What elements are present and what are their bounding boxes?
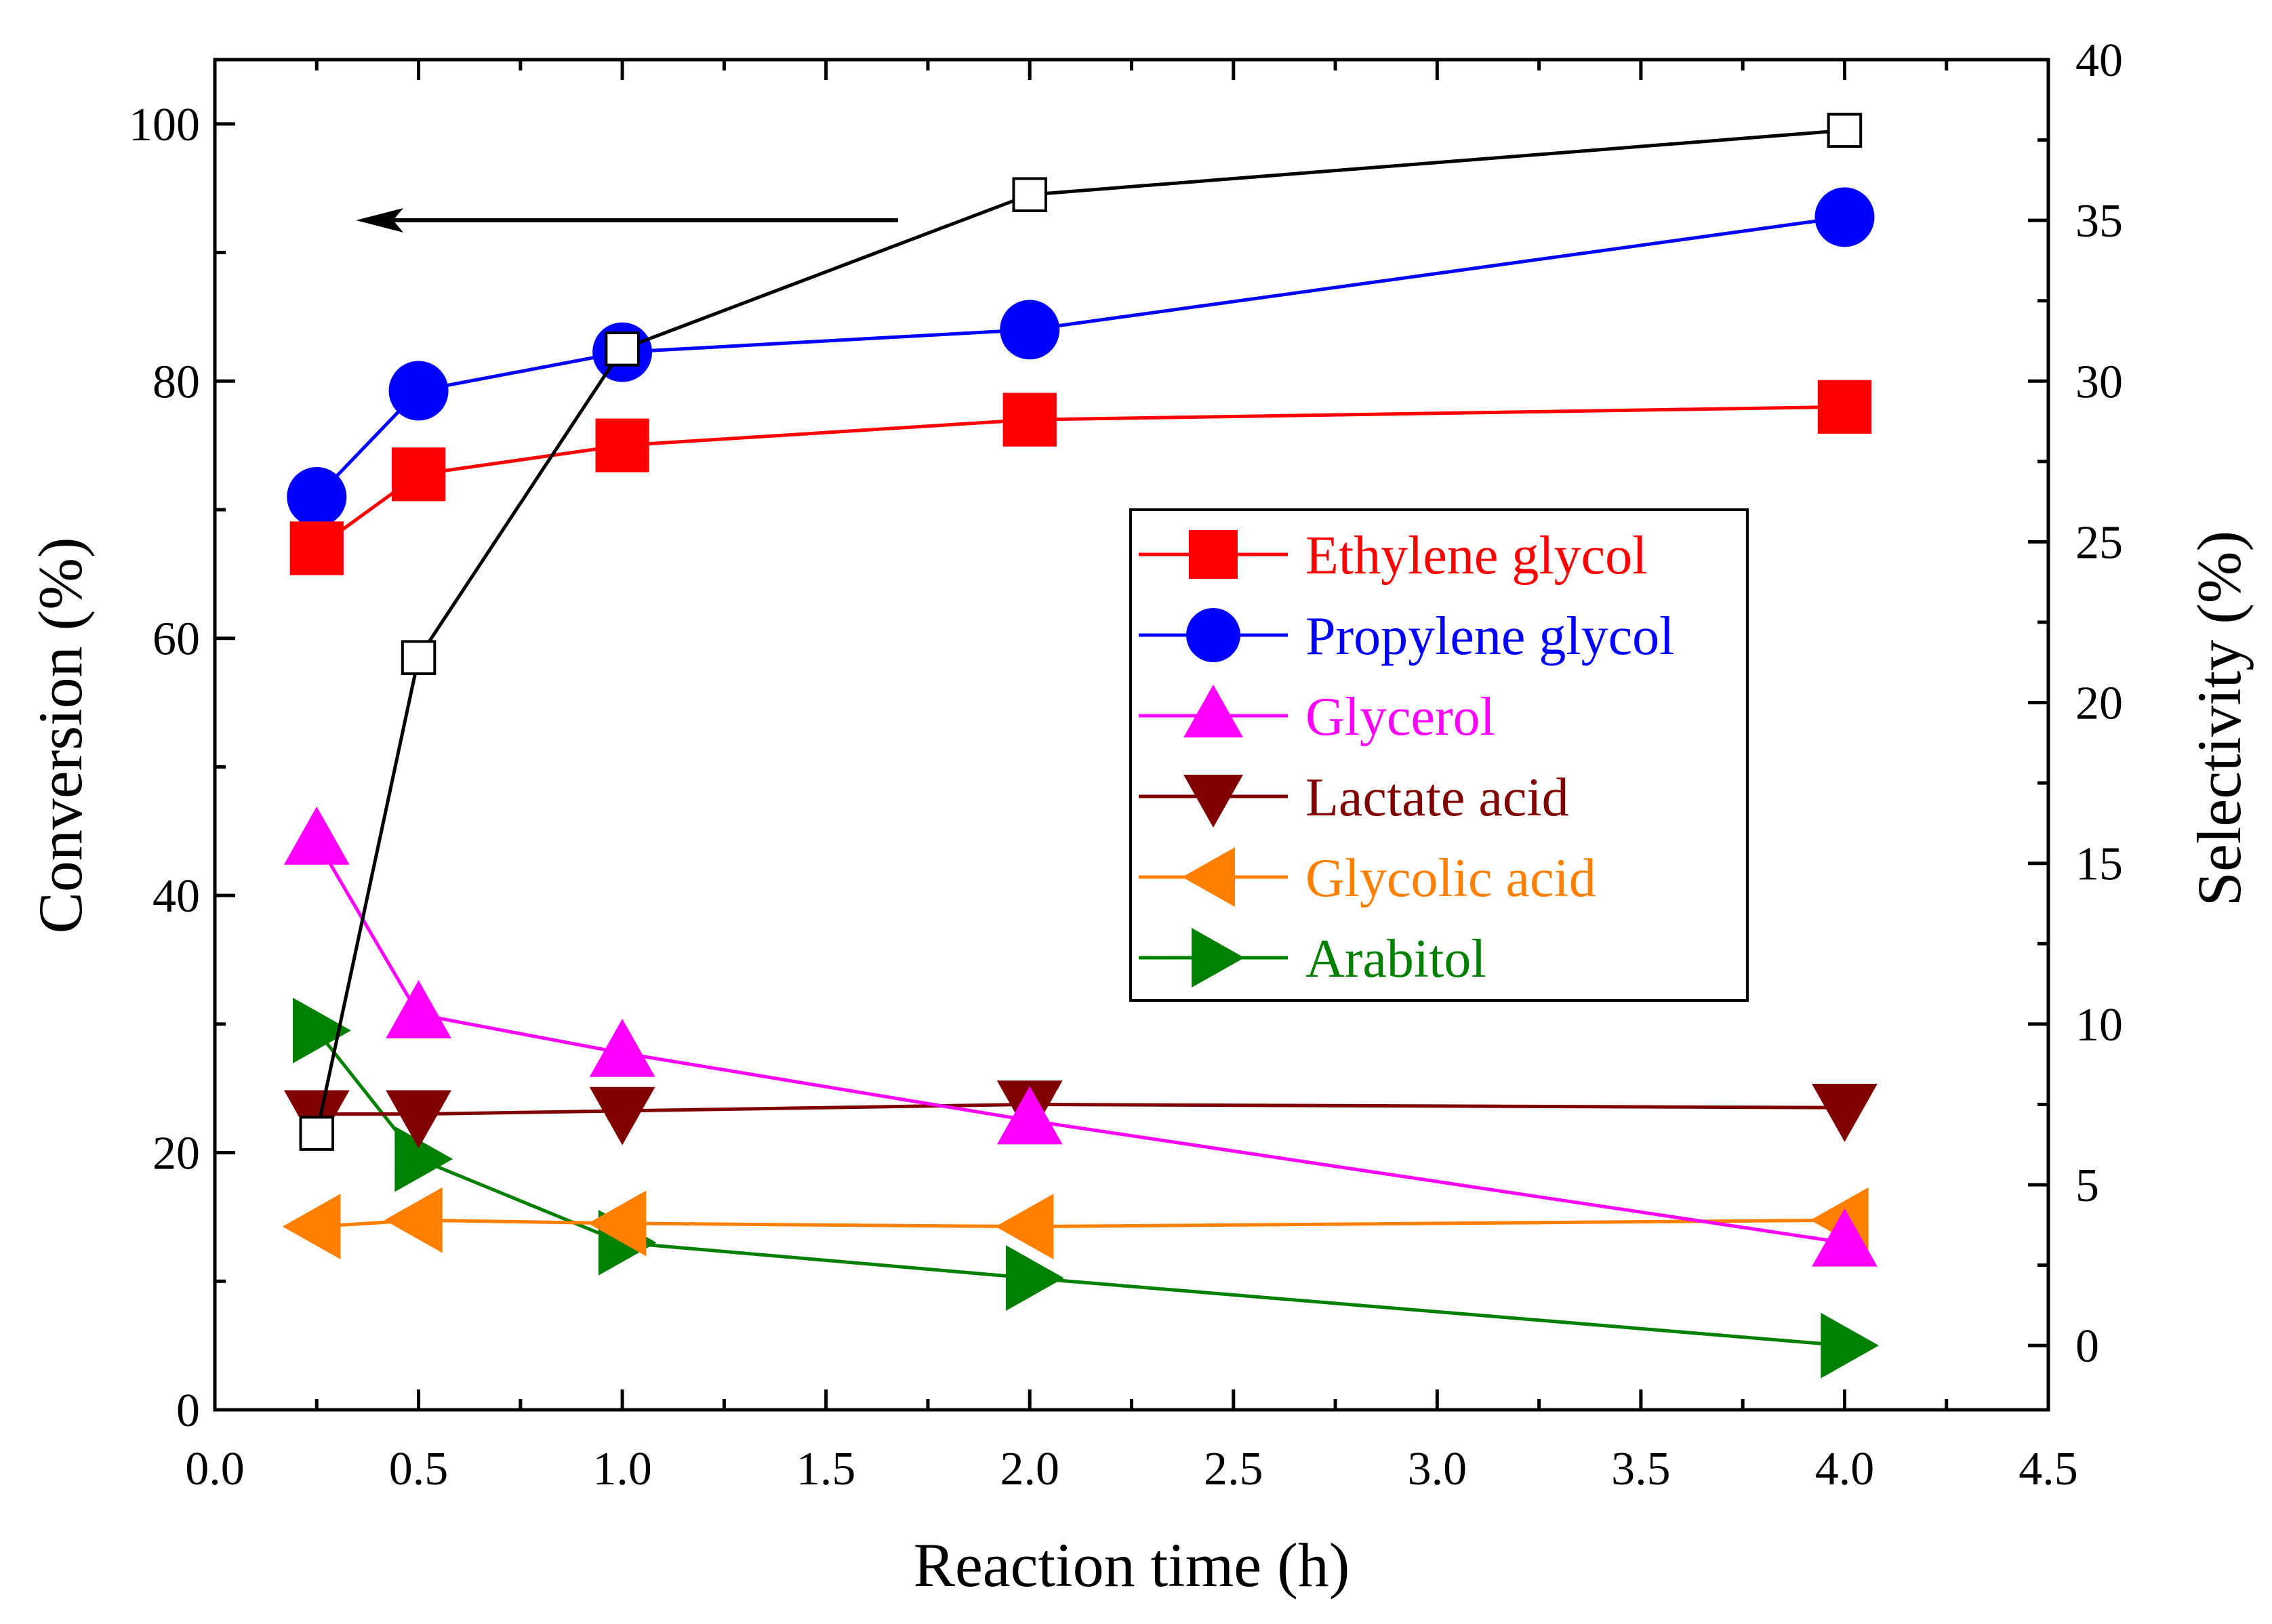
- y-right-tick-label: 40: [2075, 35, 2123, 87]
- y-right-axis-title: Selectivity (%): [2185, 531, 2254, 906]
- data-point: [995, 1194, 1054, 1260]
- data-point: [283, 806, 350, 865]
- y-left-tick-label: 60: [153, 613, 200, 666]
- y-right-tick-label: 25: [2075, 516, 2123, 569]
- series-glycerol: [283, 806, 1878, 1267]
- legend: Ethylene glycol Propylene glycol Glycerol L…: [1129, 508, 1749, 1002]
- legend-item: Glycerol: [1139, 685, 1495, 747]
- legend-item: Ethylene glycol: [1139, 526, 1647, 586]
- legend-item: Glycolic acid: [1139, 847, 1596, 908]
- data-point: [293, 997, 351, 1063]
- x-tick-label: 3.5: [1611, 1443, 1671, 1495]
- legend-item: Arabitol: [1139, 928, 1486, 989]
- data-point: [1812, 1083, 1878, 1142]
- x-tick-label: 0.5: [389, 1443, 449, 1495]
- legend-marker: [1186, 608, 1240, 662]
- data-point: [605, 331, 640, 367]
- data-point: [996, 1086, 1063, 1145]
- y-left-tick-label: 0: [176, 1385, 200, 1437]
- y-right-tick-label: 0: [2075, 1320, 2099, 1373]
- data-point: [1812, 1208, 1878, 1267]
- y-left-axis-title: Conversion (%): [26, 537, 95, 933]
- legend-marker: [1182, 847, 1235, 907]
- legend-marker: [1183, 685, 1243, 737]
- data-point: [1006, 1245, 1064, 1311]
- y-right-tick-label: 30: [2075, 356, 2123, 408]
- y-left-tick-label: 100: [129, 99, 200, 151]
- x-tick-label: 4.0: [1815, 1443, 1875, 1495]
- series-ethylene-glycol: [289, 380, 1872, 575]
- legend-item: Propylene glycol: [1139, 607, 1674, 666]
- axes: 0.0 0.5 1.0 1.5 2.0 2.5 3.0 3.5 4.0 4.5 0 20 40 60 80 1…: [26, 35, 2254, 1600]
- data-point: [588, 1190, 647, 1257]
- data-point: [1821, 1312, 1880, 1379]
- data-point: [289, 521, 344, 575]
- y-left-tick-label: 80: [153, 356, 200, 408]
- legend-marker: [1189, 530, 1238, 579]
- data-point: [1814, 187, 1875, 247]
- y-left-tick-label: 20: [153, 1128, 200, 1180]
- legend-label: Arabitol: [1305, 929, 1486, 989]
- series-layer: [282, 113, 1880, 1379]
- y-right-tick-label: 10: [2075, 999, 2123, 1051]
- legend-label: Glycolic acid: [1305, 849, 1596, 908]
- data-point: [384, 1187, 443, 1253]
- legend-label: Lactate acid: [1305, 768, 1569, 828]
- x-tick-label: 1.5: [796, 1443, 856, 1495]
- legend-label: Propylene glycol: [1305, 607, 1674, 666]
- data-point: [391, 447, 446, 502]
- x-tick-label: 1.0: [592, 1443, 652, 1495]
- legend-label: Glycerol: [1305, 687, 1495, 747]
- legend-item: Lactate acid: [1139, 768, 1569, 828]
- y-right-tick-label: 20: [2075, 678, 2123, 730]
- y-left-tick-label: 40: [153, 870, 200, 922]
- y-right-tick-label: 35: [2075, 195, 2123, 247]
- data-point: [299, 1116, 335, 1151]
- x-tick-label: 0.0: [185, 1443, 245, 1495]
- data-point: [1002, 392, 1057, 447]
- data-point: [388, 361, 449, 421]
- left-axis-arrow-head: [356, 208, 403, 232]
- data-point: [1827, 113, 1863, 148]
- x-tick-label: 3.0: [1408, 1443, 1467, 1495]
- x-axis-title: Reaction time (h): [914, 1530, 1350, 1600]
- x-tick-label: 2.5: [1204, 1443, 1263, 1495]
- y-right-tick-label: 15: [2075, 838, 2123, 891]
- data-point: [595, 418, 649, 472]
- data-point: [386, 980, 451, 1038]
- legend-marker: [1183, 775, 1243, 828]
- data-point: [589, 1087, 655, 1145]
- data-point: [1817, 380, 1872, 434]
- legend-box: [1129, 508, 1749, 1002]
- data-point: [1000, 300, 1060, 360]
- data-point: [394, 1126, 453, 1192]
- data-point: [589, 1018, 655, 1077]
- x-tick-label: 4.5: [2019, 1443, 2078, 1495]
- data-point: [287, 467, 347, 527]
- series-conversion: [299, 113, 1863, 1151]
- legend-label: Ethylene glycol: [1305, 526, 1647, 586]
- y-right-tick-label: 5: [2075, 1160, 2099, 1212]
- data-point: [1012, 177, 1047, 212]
- data-point: [386, 1090, 451, 1149]
- data-point: [401, 640, 437, 675]
- x-tick-label: 2.0: [1000, 1443, 1059, 1495]
- data-point: [282, 1194, 341, 1260]
- legend-marker: [1192, 928, 1244, 988]
